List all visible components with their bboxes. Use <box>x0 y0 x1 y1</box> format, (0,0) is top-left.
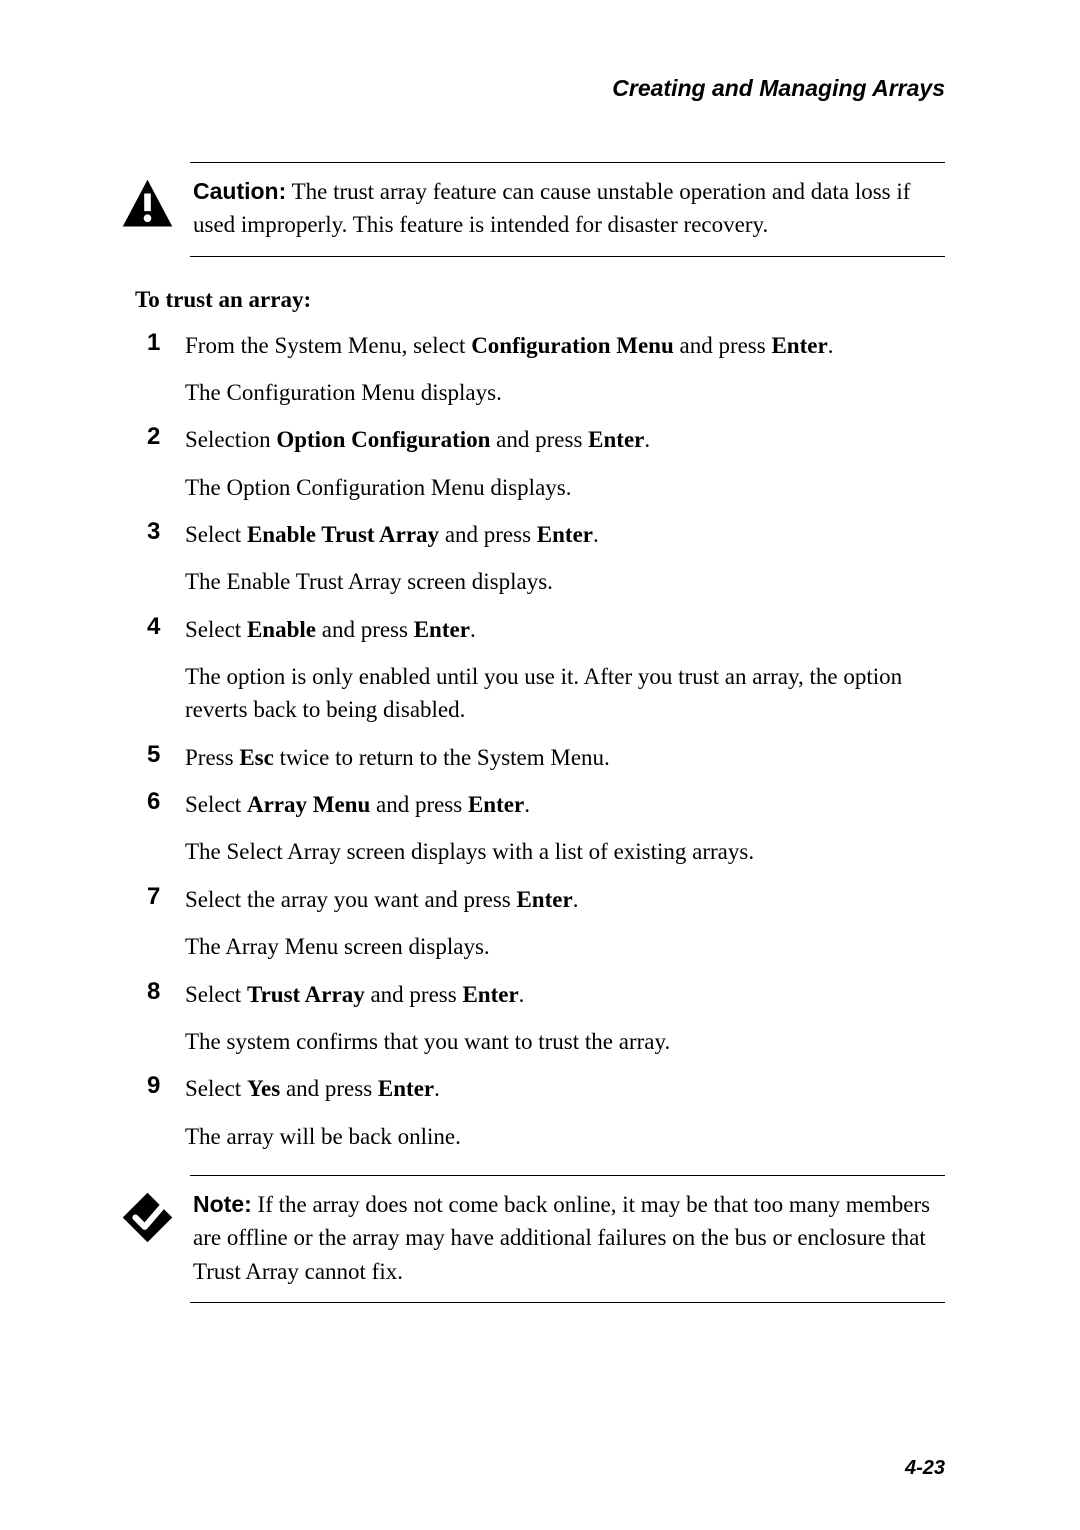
step-item: 5Press Esc twice to return to the System… <box>135 741 945 774</box>
step-number: 4 <box>135 613 185 641</box>
step-item: 9Select Yes and press Enter. The array wi… <box>135 1072 945 1153</box>
page-number: 4-23 <box>905 1457 945 1480</box>
step-result: The system confirms that you want to tru… <box>185 1025 945 1058</box>
step-content: Select Array Menu and press Enter. The Se… <box>185 788 945 869</box>
step-content: Select the array you want and press Ente… <box>185 883 945 964</box>
step-number: 1 <box>135 329 185 357</box>
note-box: Note: If the array does not come back on… <box>190 1175 945 1303</box>
step-content: From the System Menu, select Configurati… <box>185 329 945 410</box>
step-instruction: Select Enable and press Enter. <box>185 613 945 646</box>
step-item: 1From the System Menu, select Configurat… <box>135 329 945 410</box>
header-title: Creating and Managing Arrays <box>612 75 945 101</box>
step-content: Select Trust Array and press Enter. The s… <box>185 978 945 1059</box>
caution-body: The trust array feature can cause unstab… <box>193 179 910 237</box>
note-icon <box>120 1190 175 1245</box>
step-number: 6 <box>135 788 185 816</box>
caution-text: Caution: The trust array feature can cau… <box>193 175 945 242</box>
step-number: 8 <box>135 978 185 1006</box>
step-item: 7Select the array you want and press Ent… <box>135 883 945 964</box>
step-item: 3Select Enable Trust Array and press Ent… <box>135 518 945 599</box>
note-body: If the array does not come back online, … <box>193 1192 930 1284</box>
step-instruction: Selection Option Configuration and press… <box>185 423 945 456</box>
step-content: Select Enable Trust Array and press Ente… <box>185 518 945 599</box>
step-item: 6Select Array Menu and press Enter. The S… <box>135 788 945 869</box>
note-label: Note: <box>193 1191 252 1217</box>
step-result: The Option Configuration Menu displays. <box>185 471 945 504</box>
step-instruction: Select Enable Trust Array and press Ente… <box>185 518 945 551</box>
step-number: 5 <box>135 741 185 769</box>
step-instruction: From the System Menu, select Configurati… <box>185 329 945 362</box>
step-list: 1From the System Menu, select Configurat… <box>135 329 945 1153</box>
step-content: Press Esc twice to return to the System … <box>185 741 945 774</box>
caution-box: Caution: The trust array feature can cau… <box>190 162 945 257</box>
step-content: Select Enable and press Enter. The option… <box>185 613 945 727</box>
note-text: Note: If the array does not come back on… <box>193 1188 945 1288</box>
section-heading: To trust an array: <box>135 287 945 313</box>
step-result: The Array Menu screen displays. <box>185 930 945 963</box>
page-header: Creating and Managing Arrays <box>135 75 945 102</box>
step-number: 9 <box>135 1072 185 1100</box>
step-item: 4Select Enable and press Enter. The optio… <box>135 613 945 727</box>
step-content: Selection Option Configuration and press… <box>185 423 945 504</box>
step-instruction: Select the array you want and press Ente… <box>185 883 945 916</box>
step-item: 2Selection Option Configuration and pres… <box>135 423 945 504</box>
step-instruction: Select Trust Array and press Enter. <box>185 978 945 1011</box>
step-instruction: Select Array Menu and press Enter. <box>185 788 945 821</box>
step-item: 8Select Trust Array and press Enter. The … <box>135 978 945 1059</box>
step-instruction: Select Yes and press Enter. <box>185 1072 945 1105</box>
step-result: The Configuration Menu displays. <box>185 376 945 409</box>
step-instruction: Press Esc twice to return to the System … <box>185 741 945 774</box>
step-result: The array will be back online. <box>185 1120 945 1153</box>
caution-label: Caution: <box>193 178 286 204</box>
step-result: The Enable Trust Array screen displays. <box>185 565 945 598</box>
caution-icon <box>120 177 175 232</box>
step-result: The option is only enabled until you use… <box>185 660 945 727</box>
step-number: 7 <box>135 883 185 911</box>
step-result: The Select Array screen displays with a … <box>185 835 945 868</box>
step-content: Select Yes and press Enter. The array wil… <box>185 1072 945 1153</box>
step-number: 2 <box>135 423 185 451</box>
step-number: 3 <box>135 518 185 546</box>
